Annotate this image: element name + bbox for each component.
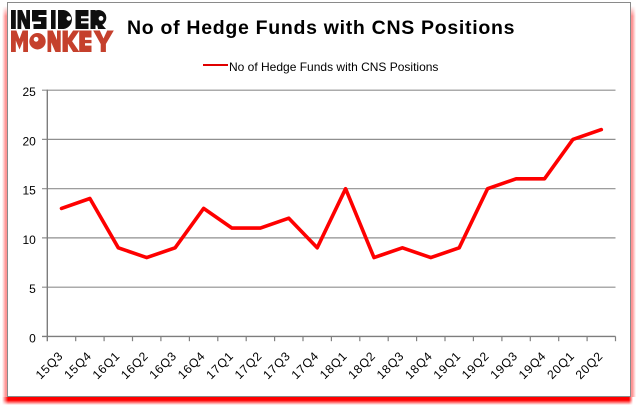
svg-text:17Q3: 17Q3 xyxy=(260,349,293,382)
svg-text:25: 25 xyxy=(22,85,36,99)
svg-text:10: 10 xyxy=(22,233,36,247)
svg-text:17Q4: 17Q4 xyxy=(289,349,322,382)
svg-text:16Q4: 16Q4 xyxy=(175,349,208,382)
svg-text:15: 15 xyxy=(22,184,36,198)
svg-text:18Q3: 18Q3 xyxy=(374,349,407,382)
svg-text:18Q2: 18Q2 xyxy=(345,349,378,382)
svg-text:20: 20 xyxy=(22,134,36,148)
svg-text:17Q1: 17Q1 xyxy=(203,349,236,382)
svg-text:16Q2: 16Q2 xyxy=(118,349,151,382)
svg-text:18Q1: 18Q1 xyxy=(317,349,350,382)
svg-text:16Q3: 16Q3 xyxy=(147,349,180,382)
svg-text:19Q2: 19Q2 xyxy=(459,349,492,382)
svg-text:5: 5 xyxy=(29,282,36,296)
svg-text:20Q1: 20Q1 xyxy=(544,349,577,382)
svg-text:20Q2: 20Q2 xyxy=(573,349,606,382)
svg-text:19Q3: 19Q3 xyxy=(488,349,521,382)
svg-text:15Q4: 15Q4 xyxy=(61,349,94,382)
svg-text:16Q1: 16Q1 xyxy=(90,349,123,382)
svg-text:19Q4: 19Q4 xyxy=(516,349,549,382)
svg-text:0: 0 xyxy=(29,331,36,345)
svg-text:15Q3: 15Q3 xyxy=(33,349,66,382)
svg-text:18Q4: 18Q4 xyxy=(402,349,435,382)
svg-text:17Q2: 17Q2 xyxy=(232,349,265,382)
svg-text:19Q1: 19Q1 xyxy=(431,349,464,382)
